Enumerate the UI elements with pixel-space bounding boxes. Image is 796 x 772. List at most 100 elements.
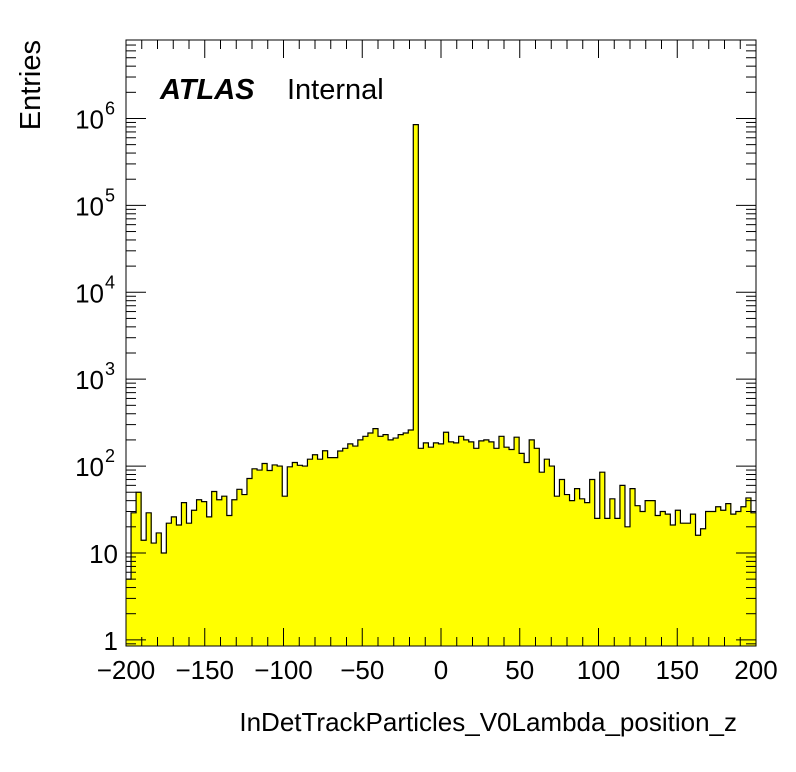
histogram-bar — [680, 523, 687, 646]
histogram-bar — [524, 462, 530, 646]
histogram-bar — [151, 543, 157, 646]
histogram-bar — [448, 441, 455, 646]
histogram-bar — [161, 552, 167, 646]
x-axis-title: InDetTrackParticles_V0Lambda_position_z — [239, 707, 737, 737]
histogram-bar — [468, 441, 475, 646]
histogram-outline — [126, 124, 756, 580]
histogram-bar — [635, 505, 641, 646]
histogram-bar — [624, 526, 631, 646]
histogram-bar — [307, 459, 314, 646]
histogram-bar — [342, 448, 349, 646]
histogram-bar — [725, 503, 732, 646]
histogram-bar — [574, 488, 581, 646]
histogram-bar — [735, 511, 742, 646]
histogram-bar — [146, 512, 152, 646]
histogram-bar — [609, 498, 616, 646]
histogram-bar — [176, 524, 183, 646]
x-tick-label: 50 — [505, 655, 534, 685]
histogram-bar — [372, 428, 379, 646]
histogram-bar — [297, 465, 303, 646]
histogram-bar — [141, 540, 147, 646]
histogram-bar — [156, 532, 162, 646]
histogram-bar — [604, 518, 611, 646]
status-label: Internal — [287, 74, 384, 106]
histogram-bar — [292, 462, 298, 646]
x-tick-label: −100 — [254, 655, 313, 685]
histogram-bar — [720, 510, 727, 646]
histogram-bar — [413, 124, 419, 647]
histogram-bar — [730, 514, 737, 646]
histogram-bar — [352, 446, 359, 646]
y-tick-label: 10 — [89, 539, 118, 569]
histogram-bar — [498, 436, 505, 646]
histogram-bar — [367, 433, 374, 646]
histogram-bar — [347, 443, 354, 646]
histogram-bar — [665, 514, 671, 646]
histogram-bar — [599, 472, 606, 646]
histogram-bar — [549, 466, 555, 646]
histogram-bar — [246, 478, 253, 646]
histogram-bar — [196, 499, 203, 646]
histogram-bar — [221, 496, 228, 646]
histogram-bar — [685, 523, 692, 646]
histogram-bar — [519, 453, 525, 646]
histogram-bar — [418, 448, 424, 646]
y-tick-label: 10 — [75, 452, 104, 482]
histogram-bar — [695, 535, 702, 646]
histogram-bar — [554, 496, 561, 646]
histogram-bar — [594, 518, 601, 646]
histogram-bar — [483, 439, 490, 646]
histogram-bar — [317, 459, 324, 646]
histogram-bar — [640, 511, 646, 646]
histogram-bar — [488, 441, 495, 646]
histogram-bar — [458, 436, 465, 646]
histogram-bar — [393, 438, 399, 646]
histogram-bar — [660, 511, 666, 646]
histogram-bar — [493, 448, 500, 646]
histogram-bar — [740, 506, 747, 646]
histogram-bar — [589, 479, 596, 646]
y-tick-exponent: 2 — [105, 446, 115, 466]
x-tick-label: 150 — [656, 655, 699, 685]
histogram-bar — [705, 511, 712, 646]
histogram-bar — [378, 436, 384, 646]
histogram-bar — [337, 451, 344, 646]
histogram-bar — [630, 488, 636, 646]
histogram-bar — [478, 440, 485, 646]
histogram-bar — [226, 515, 233, 646]
x-tick-label: 200 — [734, 655, 777, 685]
histogram-bar — [267, 470, 273, 646]
histogram-bar — [277, 466, 283, 646]
histogram-bar — [383, 434, 389, 646]
histogram-bar — [428, 447, 435, 646]
histogram-bar — [287, 466, 293, 646]
y-tick-label: 10 — [75, 104, 104, 134]
histogram-bar — [231, 499, 238, 646]
histogram-bar — [171, 516, 177, 646]
y-tick-exponent: 4 — [105, 272, 115, 292]
histogram-bar — [715, 506, 722, 646]
histogram-bar — [579, 498, 586, 646]
histogram-bar — [322, 450, 329, 646]
y-tick-label: 10 — [75, 365, 104, 395]
histogram-bar — [262, 463, 268, 646]
histogram-bar — [539, 472, 545, 646]
x-tick-label: −150 — [175, 655, 234, 685]
histogram-bar — [559, 479, 566, 646]
y-tick-exponent: 5 — [105, 185, 115, 205]
histogram-bar — [302, 466, 309, 646]
histogram-bar — [650, 500, 656, 646]
atlas-label: ATLAS — [159, 74, 255, 106]
histogram-bar — [408, 430, 414, 646]
plot-area — [126, 124, 757, 647]
histogram-bar — [181, 502, 188, 646]
x-tick-label: 100 — [577, 655, 620, 685]
histogram-bar — [403, 433, 409, 646]
histogram-bar — [675, 510, 681, 646]
histogram-bar — [398, 434, 404, 646]
histogram-bar — [357, 439, 364, 646]
histogram-bar — [312, 454, 319, 646]
histogram-bar — [362, 436, 369, 646]
y-tick-label: 10 — [75, 191, 104, 221]
x-tick-label: −200 — [97, 655, 156, 685]
